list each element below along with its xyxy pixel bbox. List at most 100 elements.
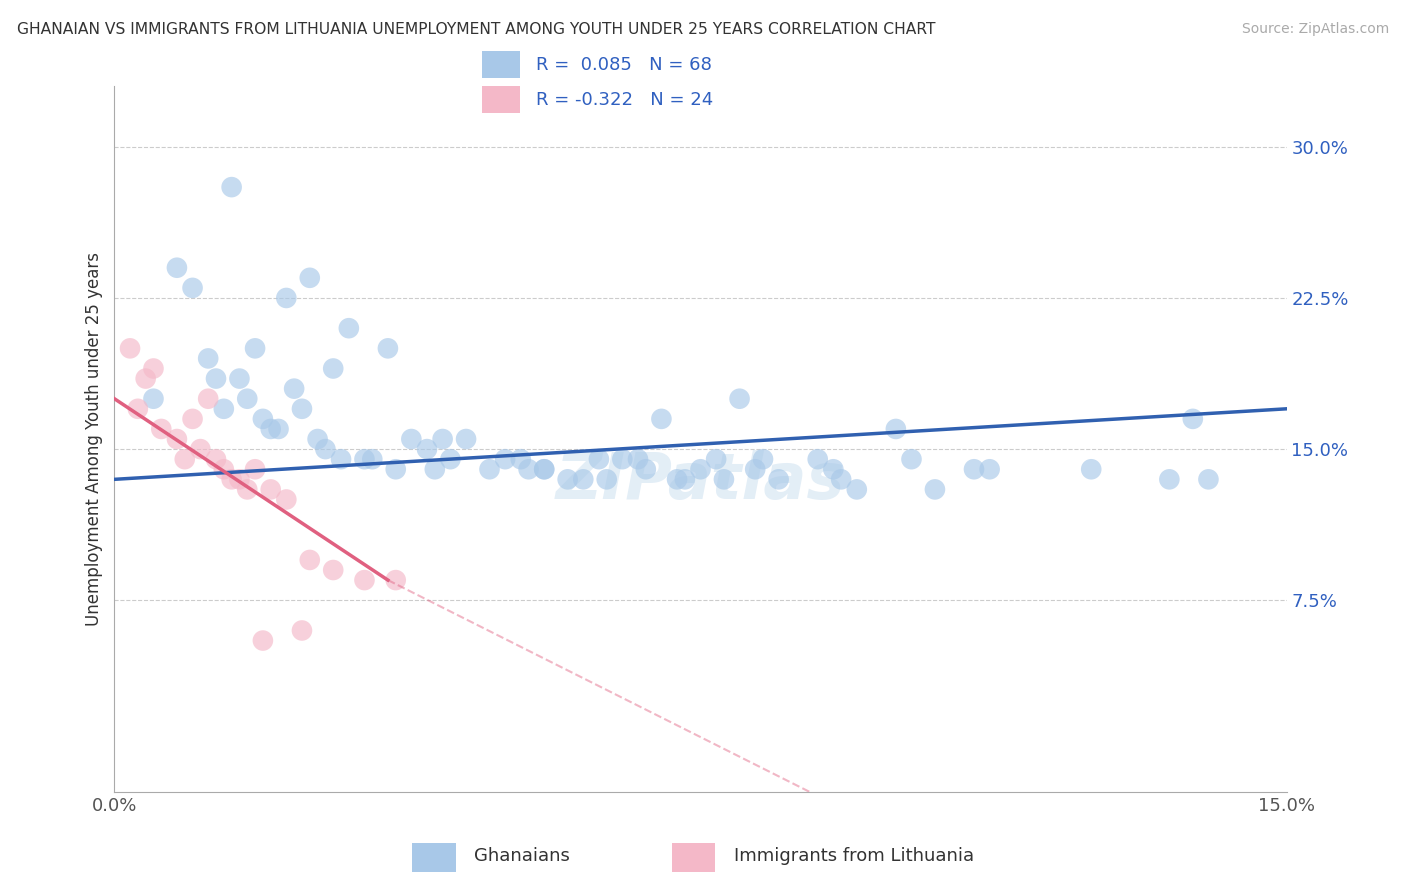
Point <box>361 452 384 467</box>
Text: ZIPatlas: ZIPatlas <box>555 450 845 512</box>
Text: R =  0.085   N = 68: R = 0.085 N = 68 <box>536 56 711 74</box>
Point <box>181 412 204 426</box>
Point <box>673 472 696 486</box>
Point <box>181 281 204 295</box>
Point <box>291 624 314 638</box>
Point <box>322 361 344 376</box>
Point <box>924 483 946 497</box>
Text: R = -0.322   N = 24: R = -0.322 N = 24 <box>536 91 713 109</box>
Point <box>353 573 375 587</box>
Point <box>432 432 454 446</box>
Point <box>127 401 149 416</box>
Point <box>243 462 266 476</box>
Point <box>307 432 329 446</box>
Point <box>830 472 852 486</box>
Point <box>276 492 298 507</box>
Point <box>588 452 610 467</box>
Point <box>142 392 165 406</box>
Point <box>768 472 790 486</box>
Point <box>384 573 406 587</box>
Point <box>135 371 157 385</box>
Point <box>228 371 250 385</box>
Point <box>197 392 219 406</box>
Point <box>221 180 243 194</box>
Point <box>517 462 540 476</box>
Point <box>900 452 922 467</box>
Point <box>401 432 423 446</box>
Point <box>212 462 235 476</box>
Point <box>807 452 830 467</box>
Point <box>845 483 868 497</box>
Point <box>205 452 228 467</box>
Point <box>276 291 298 305</box>
Point <box>252 412 274 426</box>
Point <box>314 442 336 456</box>
Point <box>478 462 501 476</box>
FancyBboxPatch shape <box>482 51 520 78</box>
Point <box>337 321 360 335</box>
Y-axis label: Unemployment Among Youth under 25 years: Unemployment Among Youth under 25 years <box>86 252 103 626</box>
Point <box>963 462 986 476</box>
Point <box>884 422 907 436</box>
Point <box>1080 462 1102 476</box>
Point <box>634 462 657 476</box>
Point <box>353 452 375 467</box>
Point <box>142 361 165 376</box>
Point <box>173 452 195 467</box>
Point <box>627 452 650 467</box>
Point <box>377 342 399 356</box>
Point <box>596 472 619 486</box>
Point <box>416 442 439 456</box>
Point <box>221 472 243 486</box>
Point <box>228 472 250 486</box>
Point <box>423 462 446 476</box>
Point <box>713 472 735 486</box>
Point <box>252 633 274 648</box>
Point <box>118 342 141 356</box>
Point <box>728 392 751 406</box>
Point <box>166 260 188 275</box>
Point <box>666 472 689 486</box>
Point <box>1159 472 1181 486</box>
Point <box>494 452 516 467</box>
Point <box>533 462 555 476</box>
Point <box>166 432 188 446</box>
Point <box>291 401 314 416</box>
Point <box>454 432 477 446</box>
Point <box>260 422 283 436</box>
Point <box>572 472 595 486</box>
Point <box>205 371 228 385</box>
Point <box>260 483 283 497</box>
Point <box>384 462 406 476</box>
Point <box>439 452 461 467</box>
Point <box>650 412 672 426</box>
Point <box>979 462 1001 476</box>
FancyBboxPatch shape <box>412 843 456 872</box>
Point <box>752 452 775 467</box>
Point <box>689 462 711 476</box>
Point <box>197 351 219 366</box>
Point <box>612 452 634 467</box>
Text: Source: ZipAtlas.com: Source: ZipAtlas.com <box>1241 22 1389 37</box>
Point <box>330 452 353 467</box>
Point <box>236 483 259 497</box>
Point <box>1181 412 1204 426</box>
Point <box>509 452 531 467</box>
Text: Immigrants from Lithuania: Immigrants from Lithuania <box>734 847 974 865</box>
Point <box>267 422 290 436</box>
Point <box>212 401 235 416</box>
Point <box>322 563 344 577</box>
Point <box>150 422 173 436</box>
Point <box>298 553 321 567</box>
Text: Ghanaians: Ghanaians <box>474 847 569 865</box>
Point <box>823 462 845 476</box>
Point <box>1197 472 1219 486</box>
Point <box>236 392 259 406</box>
FancyBboxPatch shape <box>482 86 520 112</box>
Point <box>298 270 321 285</box>
Point <box>557 472 579 486</box>
Point <box>744 462 766 476</box>
Point <box>243 342 266 356</box>
Point <box>704 452 727 467</box>
Point <box>190 442 212 456</box>
